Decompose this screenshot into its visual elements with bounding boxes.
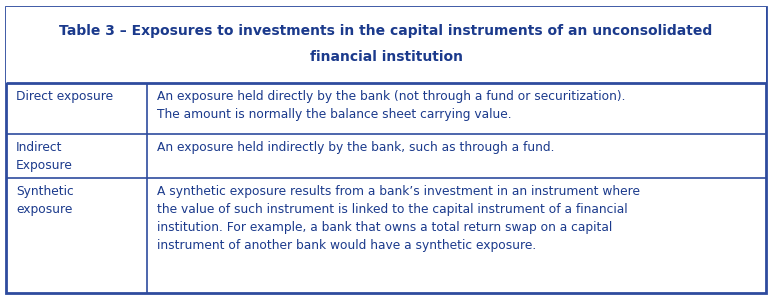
Text: financial institution: financial institution: [310, 50, 462, 64]
Text: An exposure held directly by the bank (not through a fund or securitization).
Th: An exposure held directly by the bank (n…: [157, 90, 625, 121]
Text: Indirect
Exposure: Indirect Exposure: [16, 141, 73, 172]
FancyBboxPatch shape: [6, 7, 766, 83]
Text: Direct exposure: Direct exposure: [16, 90, 113, 103]
Text: A synthetic exposure results from a bank’s investment in an instrument where
the: A synthetic exposure results from a bank…: [157, 185, 640, 252]
Text: Table 3 – Exposures to investments in the capital instruments of an unconsolidat: Table 3 – Exposures to investments in th…: [59, 24, 713, 38]
Text: An exposure held indirectly by the bank, such as through a fund.: An exposure held indirectly by the bank,…: [157, 141, 554, 154]
Text: Synthetic
exposure: Synthetic exposure: [16, 185, 74, 216]
FancyBboxPatch shape: [6, 7, 766, 293]
